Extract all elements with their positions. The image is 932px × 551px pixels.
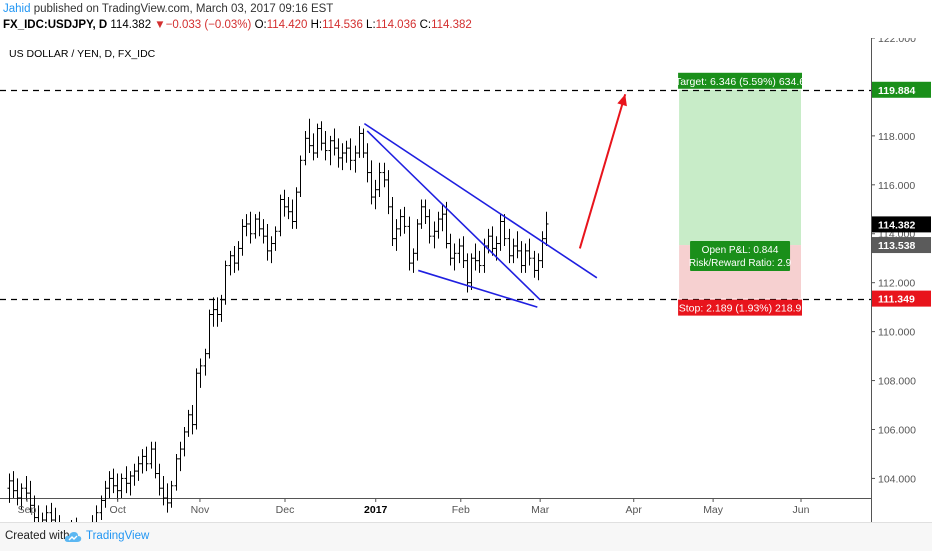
x-tick-label: May xyxy=(703,504,724,516)
last-price-tag: 114.382 xyxy=(878,219,916,231)
y-tick-label: 112.000 xyxy=(878,278,915,290)
x-tick-label: Apr xyxy=(626,504,643,516)
x-tick-label: Mar xyxy=(531,504,550,516)
stop-price-tag: 111.349 xyxy=(878,294,915,306)
y-tick-label: 110.000 xyxy=(878,327,915,339)
close-value: 114.382 xyxy=(431,19,472,31)
x-tick-label: Dec xyxy=(276,504,295,516)
down-arrow-icon: ▼ xyxy=(154,19,166,31)
x-tick-label: Nov xyxy=(191,504,210,516)
price-chart[interactable]: US DOLLAR / YEN, D, FX_IDC Target: 6.346 … xyxy=(0,38,932,522)
target-zone xyxy=(679,89,801,246)
open-label: O: xyxy=(254,19,267,31)
y-tick-label: 122.000 xyxy=(878,38,916,45)
low-label: L: xyxy=(366,19,376,31)
stop-label: Stop: 2.189 (1.93%) 218.9 xyxy=(679,303,802,315)
y-tick-label: 106.000 xyxy=(878,424,916,436)
x-tick-label: 2017 xyxy=(364,504,388,516)
risk-reward-label: Risk/Reward Ratio: 2.9 xyxy=(689,258,792,269)
stop-price-tag-box xyxy=(872,290,931,307)
y-tick-label: 116.000 xyxy=(878,180,915,192)
lower-support-trendline xyxy=(418,269,538,308)
open-value: 114.420 xyxy=(266,19,308,31)
publish-info: published on TradingView.com, March 03, … xyxy=(30,3,334,15)
tradingview-brand[interactable]: TradingView xyxy=(86,530,150,542)
y-tick-label: 118.000 xyxy=(878,131,915,143)
target-label-box xyxy=(678,72,802,89)
tradingview-cloud-icon[interactable] xyxy=(64,529,82,545)
high-label: H: xyxy=(310,19,323,31)
footer: Created with TradingView xyxy=(0,522,932,551)
publish-line: Jahid published on TradingView.com, Marc… xyxy=(3,3,333,15)
x-tick-label: Sep xyxy=(18,504,37,516)
inner-channel-trendline xyxy=(366,130,541,301)
entry-price-tag: 113.538 xyxy=(878,240,916,252)
chart-area[interactable]: US DOLLAR / YEN, D, FX_IDC Target: 6.346 … xyxy=(0,38,932,522)
author-link[interactable]: Jahid xyxy=(3,3,31,15)
close-label: C: xyxy=(419,19,432,31)
projection-arrow-head xyxy=(617,94,627,107)
target-label: Target: 6.346 (5.59%) 634.6 xyxy=(675,76,805,88)
chart-header: Jahid published on TradingView.com, Marc… xyxy=(0,0,932,38)
chart-title: US DOLLAR / YEN, D, FX_IDC xyxy=(9,48,156,60)
y-tick-label: 108.000 xyxy=(878,376,916,388)
price-change: −0.033 (−0.03%) xyxy=(165,19,252,31)
x-tick-label: Oct xyxy=(110,504,126,516)
upper-resistance-trendline xyxy=(363,122,598,279)
x-tick-label: Jun xyxy=(793,504,810,516)
created-with-label: Created with xyxy=(5,530,70,542)
low-value: 114.036 xyxy=(375,19,417,31)
projection-arrow xyxy=(578,93,627,249)
symbol-label[interactable]: FX_IDC:USDJPY, D xyxy=(3,19,108,31)
target-price-tag: 119.884 xyxy=(878,85,916,97)
last-price-tag-box xyxy=(872,216,931,233)
x-tick-label: Feb xyxy=(452,504,470,516)
ohlc-line: FX_IDC:USDJPY, D 114.382 ▼−0.033 (−0.03%… xyxy=(3,19,472,31)
pnl-label-box xyxy=(690,241,791,272)
last-price: 114.382 xyxy=(110,19,152,31)
high-value: 114.536 xyxy=(322,19,363,31)
entry-price-tag-box xyxy=(872,237,931,254)
open-pnl-label: Open P&L: 0.844 xyxy=(702,245,779,256)
target-price-tag-box xyxy=(872,81,931,98)
y-tick-label: 104.000 xyxy=(878,473,916,485)
stop-label-box xyxy=(678,299,802,316)
